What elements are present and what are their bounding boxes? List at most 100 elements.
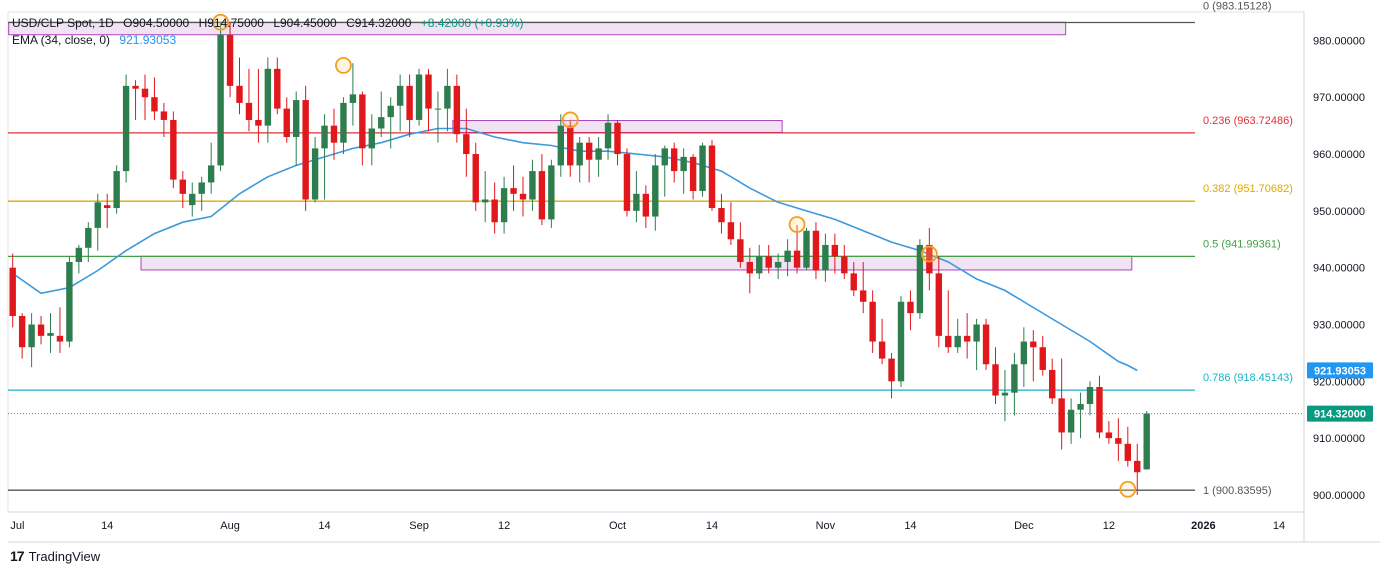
- candle-body: [538, 171, 546, 220]
- candle-body: [330, 125, 338, 143]
- open-value: O904.50000: [123, 16, 190, 30]
- ema-value: 921.93053: [119, 33, 177, 47]
- candle-body: [170, 119, 177, 180]
- fib-label: 0.786 (918.45143): [1203, 372, 1293, 384]
- x-tick-label: Sep: [409, 520, 429, 532]
- candle-body: [1077, 404, 1084, 410]
- candle-body: [132, 85, 139, 89]
- price-label-box: [1307, 362, 1373, 379]
- x-tick-label: 2026: [1191, 520, 1215, 532]
- candle-body: [926, 244, 933, 274]
- candle-body: [1049, 369, 1056, 399]
- y-tick-label: 970.00000: [1313, 92, 1365, 104]
- candle-body: [699, 145, 706, 191]
- candle-body: [963, 335, 971, 342]
- y-tick-label: 950.00000: [1313, 206, 1365, 218]
- candle-body: [652, 165, 659, 217]
- ema-line: [12, 127, 1138, 372]
- candle-body: [349, 94, 357, 103]
- x-tick-label: 14: [101, 520, 113, 532]
- candle-body: [66, 262, 73, 342]
- candle-body: [661, 148, 668, 166]
- candle-body: [1105, 432, 1113, 439]
- candle-body: [576, 142, 583, 166]
- y-tick-label: 960.00000: [1313, 149, 1365, 161]
- candle-body: [1001, 392, 1009, 396]
- candle-body: [756, 256, 763, 274]
- candle-body: [179, 179, 186, 194]
- change-value: +8.42000 (+0.93%): [420, 16, 524, 30]
- candle-body: [444, 85, 451, 109]
- candle-body: [368, 128, 375, 149]
- fib-label: 1 (900.83595): [1203, 485, 1272, 497]
- y-tick-label: 900.00000: [1313, 490, 1365, 502]
- candle-body: [160, 111, 168, 120]
- candle-body: [1115, 438, 1122, 444]
- candle-body: [94, 202, 101, 228]
- candle-body: [888, 358, 895, 382]
- ema-34-line: [12, 127, 1138, 372]
- tradingview-brand: TradingView: [28, 548, 101, 564]
- x-tick-label: Aug: [220, 520, 240, 532]
- swing-circle: [335, 57, 352, 74]
- candle-body: [415, 74, 423, 120]
- fibonacci-levels: 0 (983.15128) 0.236 (963.72486) 0.382 (951…: [8, 1, 1304, 497]
- candle-body: [47, 333, 54, 336]
- candle-body: [897, 301, 905, 382]
- candle-body: [1143, 413, 1150, 470]
- candle-body: [557, 125, 564, 166]
- candle-body: [1011, 364, 1018, 393]
- ohlc-row: USD/CLP Spot, 1D O904.50000 H914.75000 L…: [12, 15, 530, 32]
- candle-body: [1096, 387, 1103, 433]
- x-tick-label: Dec: [1014, 520, 1034, 532]
- price-axis: 900.00000 910.00000 920.00000 930.00000 940.…: [1307, 35, 1373, 502]
- swing-circle: [920, 245, 938, 263]
- candle-body: [737, 239, 744, 262]
- price-label-box: [1307, 405, 1373, 422]
- symbol-label[interactable]: USD/CLP Spot, 1D: [12, 16, 114, 30]
- y-tick-label: 980.00000: [1313, 35, 1365, 47]
- candle-body: [75, 247, 83, 262]
- candle-body: [264, 68, 272, 126]
- candle-body: [311, 148, 319, 200]
- candle-body: [746, 262, 753, 274]
- candle-body: [548, 165, 555, 220]
- candle-body: [765, 256, 772, 268]
- candle-body: [1067, 409, 1075, 433]
- candle-body: [141, 88, 149, 98]
- candle-body: [198, 182, 205, 194]
- candle-body: [529, 171, 536, 200]
- candle-body: [519, 193, 527, 200]
- candle-body: [1039, 347, 1046, 370]
- x-tick-label: Nov: [816, 520, 836, 532]
- candle-body: [255, 119, 262, 126]
- candle-body: [1124, 443, 1131, 461]
- candle-body: [434, 108, 442, 110]
- candle-body: [28, 324, 35, 348]
- candle-body: [1058, 398, 1065, 433]
- tradingview-logo[interactable]: 17 TradingView: [10, 548, 100, 564]
- x-tick-label: 12: [498, 520, 510, 532]
- ema-label[interactable]: EMA (34, close, 0): [12, 33, 111, 47]
- x-tick-label: 14: [318, 520, 330, 532]
- candle-body: [406, 85, 413, 120]
- candle-body: [992, 364, 999, 396]
- x-tick-label: 14: [1273, 520, 1285, 532]
- price-label-text: 914.32000: [1314, 409, 1366, 421]
- candle-body: [784, 250, 791, 262]
- candle-body: [1134, 460, 1141, 473]
- candle-body: [916, 244, 924, 314]
- candle-body: [680, 156, 687, 172]
- y-tick-label: 940.00000: [1313, 263, 1365, 275]
- candle-body: [604, 122, 612, 149]
- time-axis: Jul 14 Aug 14 Sep 12 Oct 14 Nov 14 Dec 12 2026 14: [10, 520, 1285, 532]
- candle-body: [500, 188, 508, 223]
- candle-body: [822, 244, 829, 271]
- candle-body: [614, 122, 621, 155]
- candle-body: [689, 156, 697, 191]
- ema-row: EMA (34, close, 0) 921.93053: [12, 32, 530, 49]
- candle-body: [189, 193, 196, 206]
- candle-body: [671, 148, 678, 172]
- high-value: H914.75000: [198, 16, 264, 30]
